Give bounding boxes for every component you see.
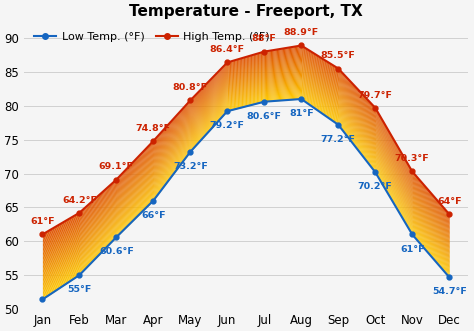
Text: 81°F: 81°F	[289, 109, 314, 118]
Text: 51.4°F: 51.4°F	[0, 330, 1, 331]
Text: 77.2°F: 77.2°F	[321, 135, 356, 144]
Text: 64°F: 64°F	[437, 197, 462, 206]
Text: 79.2°F: 79.2°F	[210, 121, 245, 130]
Text: 88.9°F: 88.9°F	[283, 28, 319, 37]
Text: 73.2°F: 73.2°F	[173, 162, 208, 171]
Text: 74.8°F: 74.8°F	[136, 124, 171, 133]
Title: Temperature - Freeport, TX: Temperature - Freeport, TX	[129, 4, 363, 19]
Text: 79.7°F: 79.7°F	[358, 91, 393, 100]
Legend: Low Temp. (°F), High Temp. (°F): Low Temp. (°F), High Temp. (°F)	[29, 27, 274, 46]
Text: 85.5°F: 85.5°F	[321, 51, 356, 60]
Text: 60.6°F: 60.6°F	[99, 247, 134, 256]
Text: 86.4°F: 86.4°F	[210, 45, 245, 54]
Text: 66°F: 66°F	[141, 211, 165, 220]
Text: 69.1°F: 69.1°F	[99, 163, 134, 171]
Text: 61°F: 61°F	[30, 217, 55, 226]
Text: 61°F: 61°F	[400, 245, 425, 254]
Text: 88°F: 88°F	[252, 34, 277, 43]
Text: 80.6°F: 80.6°F	[247, 112, 282, 121]
Text: 70.3°F: 70.3°F	[395, 154, 429, 164]
Text: 70.2°F: 70.2°F	[358, 182, 392, 191]
Text: 54.7°F: 54.7°F	[432, 287, 466, 296]
Text: 55°F: 55°F	[67, 285, 91, 294]
Text: 80.8°F: 80.8°F	[173, 83, 208, 92]
Text: 64.2°F: 64.2°F	[62, 196, 97, 205]
